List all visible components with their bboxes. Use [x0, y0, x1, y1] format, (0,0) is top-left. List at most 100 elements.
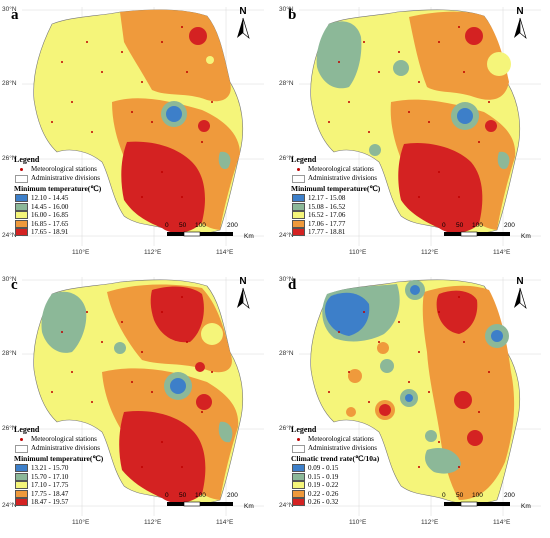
station-marker-icon: [19, 438, 23, 441]
legend-class: 0.09 - 0.15: [308, 464, 339, 472]
legend: Legend Meteorological stations Administr…: [14, 425, 164, 507]
lon-label: 112°E: [421, 519, 439, 526]
lat-label: 26°N: [279, 425, 294, 432]
zone-red-ne: [150, 286, 204, 343]
scale-bar: 0 50 100 200 Km: [442, 492, 531, 510]
legend-stations: Meteorological stations: [308, 435, 374, 443]
lat-label: 30°N: [279, 6, 294, 13]
map-canvas: [22, 277, 264, 516]
lat-label: 24°N: [279, 232, 294, 239]
lat-label: 28°N: [2, 80, 17, 87]
zone-red-ne: [436, 290, 478, 334]
map-panel-b: b 30°N 28°N 26°N 24°N 110°E 112°E 114°E …: [279, 2, 549, 266]
division-outline-icon: [291, 444, 305, 453]
legend-class: 12.10 - 14.45: [31, 194, 69, 202]
lat-label: 28°N: [2, 350, 17, 357]
lat-label: 26°N: [2, 155, 17, 162]
legend-class: 12.17 - 15.08: [308, 194, 346, 202]
lat-label: 26°N: [2, 425, 17, 432]
legend-divisions: Administrative divisions: [308, 444, 378, 452]
legend-class: 15.70 - 17.10: [31, 472, 69, 481]
station-dots: [51, 26, 213, 198]
zone-green-nw: [316, 21, 362, 89]
legend-stations: Meteorological stations: [308, 165, 374, 173]
lon-label: 110°E: [349, 249, 367, 256]
legend: Legend Meteorological stations Administr…: [291, 425, 441, 507]
lat-label: 24°N: [2, 502, 17, 509]
legend-class: 17.10 - 17.75: [31, 481, 69, 489]
legend-divisions: Administrative divisions: [308, 174, 378, 182]
legend-class: 0.22 - 0.26: [308, 489, 339, 498]
division-outline-icon: [14, 444, 28, 453]
station-dots: [328, 26, 490, 198]
legend-class: 0.26 - 0.32: [308, 498, 339, 506]
map-canvas: [299, 277, 541, 516]
panel-label: d: [288, 277, 297, 293]
lat-label: 30°N: [2, 6, 17, 13]
legend-variable-title: Minimum temperature(℃): [14, 184, 102, 193]
panel-label: b: [288, 7, 297, 23]
legend-class: 15.08 - 16.52: [308, 202, 346, 211]
lon-label: 112°E: [144, 249, 162, 256]
zone-orange-ne: [409, 11, 509, 100]
lon-label: 110°E: [72, 249, 90, 256]
legend-class: 17.77 - 18.81: [308, 228, 346, 236]
legend-title: Legend: [14, 425, 40, 434]
station-dots: [328, 296, 490, 468]
scale-bar: 0 50 100 200 Km: [442, 222, 531, 240]
map-panel-d: d 30°N 28°N 26°N 24°N 110°E 112°E 114°E …: [279, 272, 549, 536]
legend-variable-title: Minimuml temperature(℃): [14, 454, 104, 463]
legend: Legend Meteorological stations Administr…: [291, 155, 441, 237]
scale-bar: 0 50 100 200 Km: [165, 222, 254, 240]
legend-class: 13.21 - 15.70: [31, 464, 69, 472]
legend-class: 0.15 - 0.19: [308, 472, 339, 481]
map-panel-c: c 30°N 28°N 26°N 24°N 110°E 112°E 114°E …: [2, 272, 272, 536]
legend-class: 16.00 - 16.85: [31, 211, 69, 219]
legend: Legend Meteorological stations Administr…: [14, 155, 164, 237]
legend-class: 17.06 - 17.77: [308, 219, 346, 228]
lat-label: 28°N: [279, 350, 294, 357]
scale-bar: 0 50 100 200 Km: [165, 492, 254, 510]
station-dots: [51, 296, 213, 468]
station-marker-icon: [296, 438, 300, 441]
legend-stations: Meteorological stations: [31, 435, 97, 443]
zone-green-south: [425, 447, 461, 474]
lat-label: 30°N: [279, 276, 294, 283]
map-canvas: [22, 7, 264, 246]
north-arrow-icon: N: [508, 276, 532, 310]
lat-label: 30°N: [2, 276, 17, 283]
lat-label: 28°N: [279, 80, 294, 87]
legend-class: 16.52 - 17.06: [308, 211, 346, 219]
lat-label: 24°N: [2, 232, 17, 239]
station-marker-icon: [296, 168, 300, 171]
zone-blue-nw: [325, 292, 370, 336]
panel-label: c: [11, 277, 18, 293]
panel-label: a: [11, 7, 19, 23]
zone-red-south: [121, 141, 205, 233]
station-marker-icon: [19, 168, 23, 171]
lon-label: 110°E: [349, 519, 367, 526]
lon-label: 114°E: [493, 249, 511, 256]
map-canvas: [299, 7, 541, 246]
lon-label: 112°E: [421, 249, 439, 256]
north-arrow-icon: N: [231, 6, 255, 40]
legend-title: Legend: [291, 425, 317, 434]
lon-label: 114°E: [216, 519, 234, 526]
north-arrow-icon: N: [231, 276, 255, 310]
lon-label: 114°E: [216, 249, 234, 256]
zone-red-south: [119, 410, 206, 503]
lat-label: 24°N: [279, 502, 294, 509]
division-outline-icon: [291, 174, 305, 183]
lon-label: 112°E: [144, 519, 162, 526]
lon-label: 114°E: [493, 519, 511, 526]
zone-red-south: [398, 142, 483, 233]
legend-title: Legend: [291, 155, 317, 164]
legend-class: 17.65 - 18.91: [31, 228, 69, 236]
legend-divisions: Administrative divisions: [31, 444, 101, 452]
legend-class: 16.85 - 17.65: [31, 219, 69, 228]
legend-class: 17.75 - 18.47: [31, 489, 69, 498]
legend-class: 0.19 - 0.22: [308, 481, 339, 489]
legend-variable-title: Climatic trend rate(℃/10a): [291, 454, 380, 463]
division-outline-icon: [14, 174, 28, 183]
legend-class: 14.45 - 16.00: [31, 202, 69, 211]
